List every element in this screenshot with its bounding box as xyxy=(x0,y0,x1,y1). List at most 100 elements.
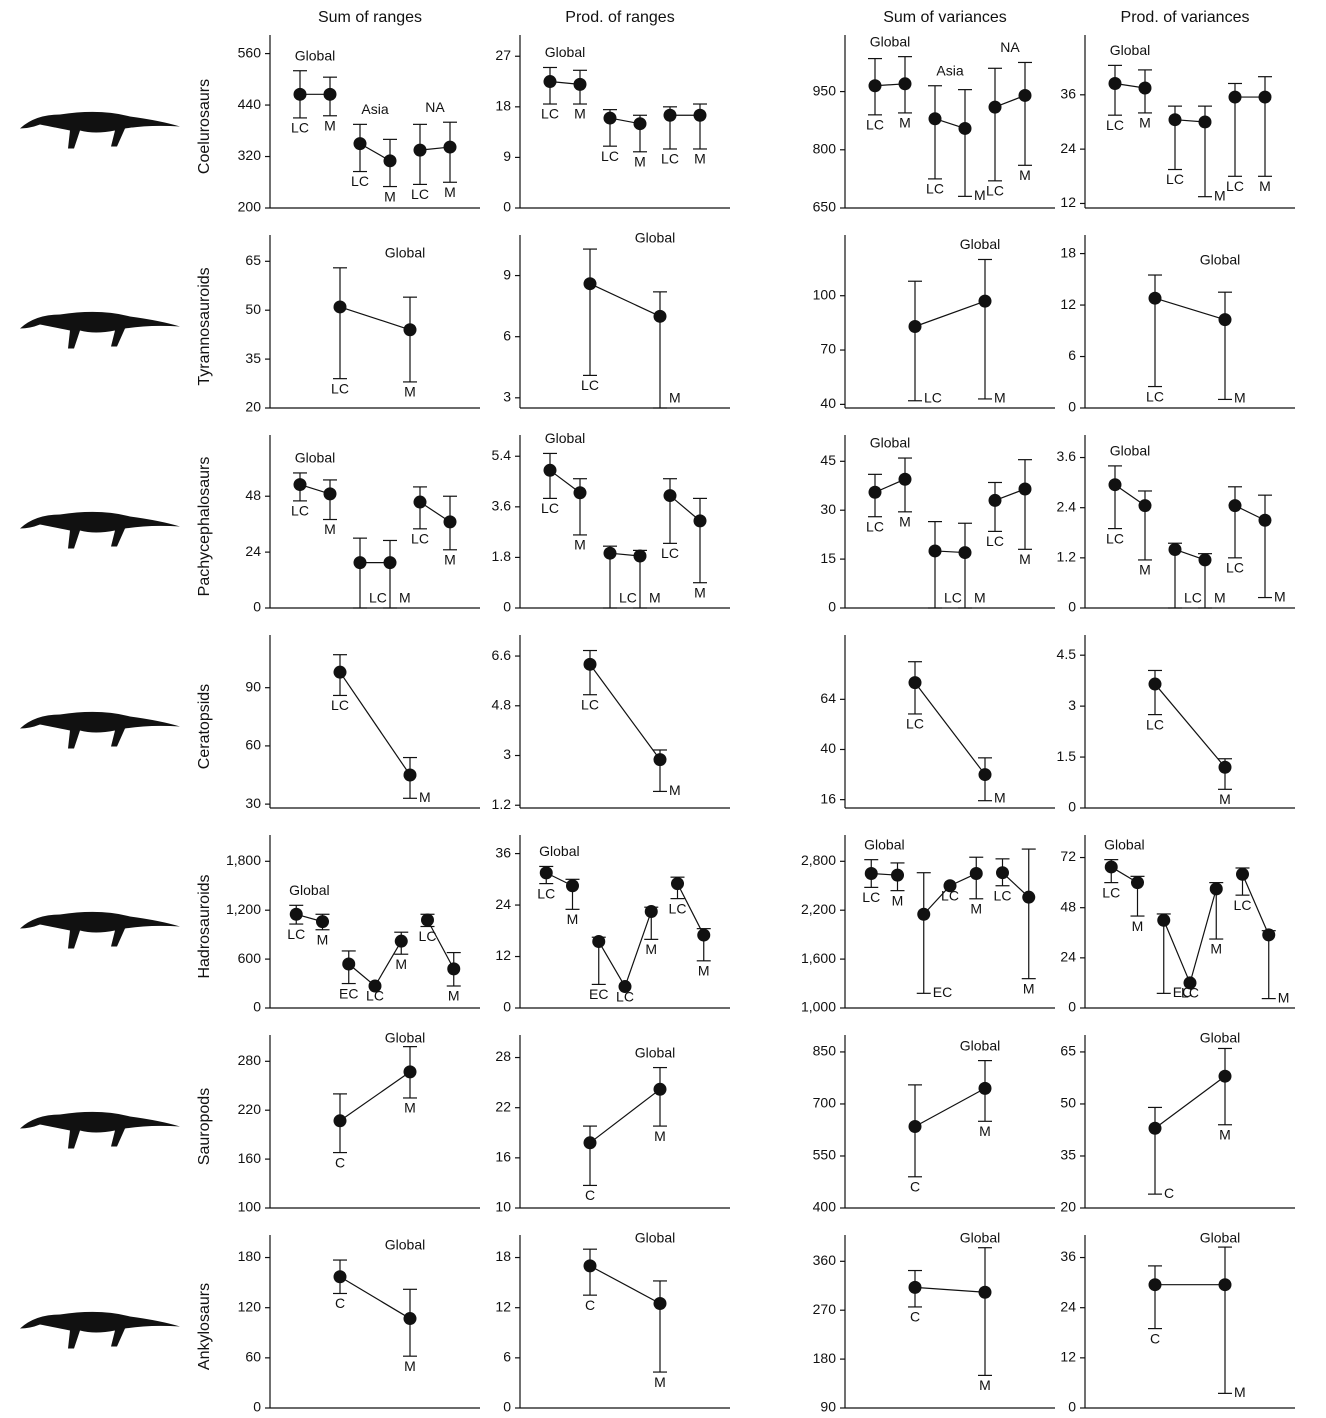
y-tick-label: 3.6 xyxy=(492,498,512,514)
point-label: M xyxy=(1019,551,1031,567)
y-tick-label: 1,600 xyxy=(801,950,836,966)
point-label: M xyxy=(694,584,706,600)
y-tick-label: 1.2 xyxy=(492,796,512,812)
point-label: M xyxy=(698,963,710,979)
y-tick-label: 360 xyxy=(813,1252,837,1268)
point xyxy=(1148,1121,1162,1135)
point-label: M xyxy=(1259,178,1271,194)
point xyxy=(996,866,1009,880)
point-label: LC xyxy=(661,545,679,561)
point xyxy=(1168,542,1182,556)
y-tick-label: 2,200 xyxy=(801,901,836,917)
y-tick-label: 5.4 xyxy=(492,447,512,463)
point xyxy=(653,309,667,323)
point-label: LC xyxy=(616,988,634,1004)
point xyxy=(1157,913,1171,927)
point xyxy=(342,957,356,971)
point xyxy=(293,478,307,492)
point-label: LC xyxy=(944,590,962,606)
y-tick-label: 12 xyxy=(495,1298,511,1314)
point-label: M xyxy=(669,782,681,798)
point xyxy=(978,1081,992,1095)
point-label: M xyxy=(669,390,681,406)
y-tick-label: 100 xyxy=(238,1199,262,1215)
point-label: LC xyxy=(331,697,349,713)
point-label: M xyxy=(694,151,706,167)
point xyxy=(1262,928,1276,942)
point-label: M xyxy=(979,1123,991,1139)
point-label: M xyxy=(1019,167,1031,183)
point xyxy=(1131,876,1144,890)
y-tick-label: 24 xyxy=(495,896,511,912)
point xyxy=(978,768,992,782)
connector xyxy=(676,883,705,936)
point-label: C xyxy=(1150,1330,1160,1346)
series-label: Global xyxy=(1200,1230,1240,1246)
point-label: LC xyxy=(862,889,880,905)
point-label: M xyxy=(444,184,456,200)
y-tick-label: 2.4 xyxy=(1057,498,1077,514)
row-label: Tyrannosauroids xyxy=(196,267,213,385)
point xyxy=(368,979,382,993)
y-tick-label: 24 xyxy=(1060,949,1076,965)
series-label: Global xyxy=(545,44,585,60)
y-tick-label: 6 xyxy=(503,1349,511,1365)
point xyxy=(1183,976,1197,990)
y-tick-label: 9 xyxy=(503,266,511,282)
point xyxy=(908,320,922,333)
point xyxy=(353,556,367,570)
connector xyxy=(339,1276,411,1320)
y-tick-label: 400 xyxy=(813,1199,837,1215)
point-label: M xyxy=(654,1374,666,1390)
series-label: Global xyxy=(870,33,910,49)
point xyxy=(573,486,587,500)
series-label: Global xyxy=(635,1044,675,1060)
series-label: Global xyxy=(960,1037,1000,1053)
connector xyxy=(1163,888,1217,985)
point-label: C xyxy=(910,1309,920,1325)
series-label: Global xyxy=(385,245,425,261)
connector xyxy=(339,1071,411,1122)
point-label: M xyxy=(1219,791,1231,807)
y-tick-label: 0 xyxy=(1068,999,1076,1015)
y-tick-label: 3.6 xyxy=(1057,448,1077,464)
silhouette xyxy=(20,911,180,949)
point-label: M xyxy=(317,931,329,947)
point xyxy=(958,121,972,135)
point xyxy=(1148,677,1162,691)
point xyxy=(443,515,457,529)
point xyxy=(908,676,922,690)
point-label: M xyxy=(404,384,416,400)
point xyxy=(323,487,337,501)
point xyxy=(592,935,606,949)
y-tick-label: 160 xyxy=(238,1150,262,1166)
series-label: Global xyxy=(1200,252,1240,268)
point-label: LC xyxy=(1146,388,1164,404)
silhouette xyxy=(20,1311,180,1349)
connector xyxy=(589,1265,661,1305)
connector xyxy=(348,940,402,987)
point xyxy=(908,1280,922,1294)
y-tick-label: 1.8 xyxy=(492,548,512,564)
point-label: M xyxy=(404,1100,416,1116)
point-label: LC xyxy=(541,106,559,122)
point xyxy=(403,1065,417,1079)
connector xyxy=(669,495,701,522)
y-tick-label: 50 xyxy=(245,301,261,317)
y-tick-label: 36 xyxy=(1060,86,1076,102)
series-label: Global xyxy=(545,430,585,446)
y-tick-label: 36 xyxy=(1060,1248,1076,1264)
y-tick-label: 0 xyxy=(1068,1399,1076,1413)
series-label: Global xyxy=(1104,836,1144,852)
point xyxy=(653,1297,667,1311)
y-tick-label: 4.8 xyxy=(492,696,512,712)
y-tick-label: 320 xyxy=(238,147,262,163)
point xyxy=(988,100,1002,114)
point-label: C xyxy=(335,1295,345,1311)
point xyxy=(1108,76,1122,90)
series-label: Global xyxy=(1110,42,1150,58)
y-tick-label: 22 xyxy=(495,1098,511,1114)
y-tick-label: 64 xyxy=(820,690,836,706)
point-label: LC xyxy=(581,696,599,712)
series-label: Global xyxy=(635,1230,675,1246)
